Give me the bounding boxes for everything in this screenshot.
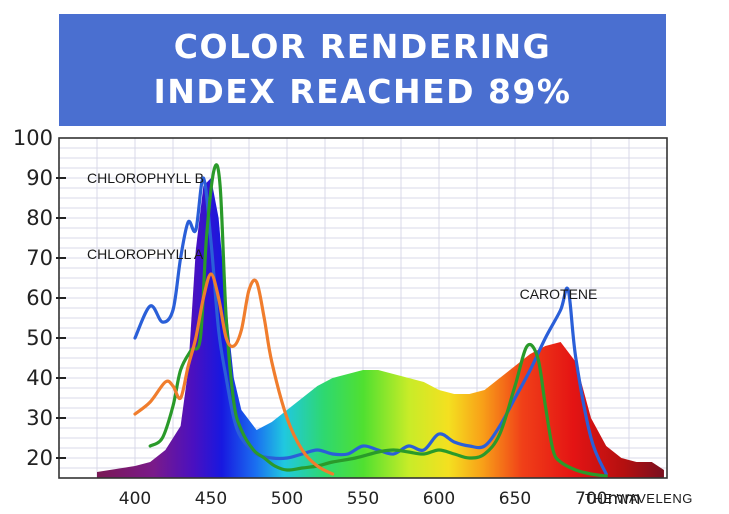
- chart-title-banner: COLOR RENDERING INDEX REACHED 89%: [59, 14, 666, 126]
- x-tick-label: 650: [499, 489, 531, 509]
- series-line-1: [133, 176, 608, 476]
- y-tick-label: 70: [26, 246, 53, 270]
- plot-frame: [58, 137, 668, 479]
- y-tick-label: 100: [13, 126, 53, 150]
- x-tick-label: 450: [195, 489, 227, 509]
- y-tick-label: 60: [26, 286, 53, 310]
- y-tick-label: 30: [26, 406, 53, 430]
- spectrum-area: [97, 178, 664, 478]
- series-line-3: [133, 272, 335, 476]
- x-tick-label: 500: [271, 489, 303, 509]
- x-tick-label: 600: [423, 489, 455, 509]
- y-tick-label: 40: [26, 366, 53, 390]
- x-tick-label: 550: [347, 489, 379, 509]
- chart-title-line-2: INDEX REACHED 89%: [153, 72, 572, 111]
- chart-annotation: CHLOROPHYLL B: [87, 170, 204, 186]
- chart-annotation: CAROTENE: [520, 286, 598, 302]
- series-group: [133, 163, 608, 478]
- y-axis: 20 30 40 50 60 70 80 90 100: [13, 126, 66, 470]
- y-tick-label: 50: [26, 326, 53, 350]
- y-tick-label: 80: [26, 206, 53, 230]
- chart-annotation: CHLOROPHYLL A: [87, 246, 204, 262]
- chart-title-line-1: COLOR RENDERING: [173, 27, 552, 66]
- y-tick-label: 20: [26, 446, 53, 470]
- y-tick-label: 90: [26, 166, 53, 190]
- series-line-2: [148, 163, 608, 478]
- x-axis-title: THE WAVELENG: [585, 491, 693, 506]
- x-tick-label: 400: [119, 489, 151, 509]
- x-axis: 400 450 500 550 600 650 700mm: [119, 489, 641, 509]
- annotations: CHLOROPHYLL B CHLOROPHYLL A CAROTENE: [87, 170, 597, 302]
- x-tick-label: 700mm: [575, 489, 641, 509]
